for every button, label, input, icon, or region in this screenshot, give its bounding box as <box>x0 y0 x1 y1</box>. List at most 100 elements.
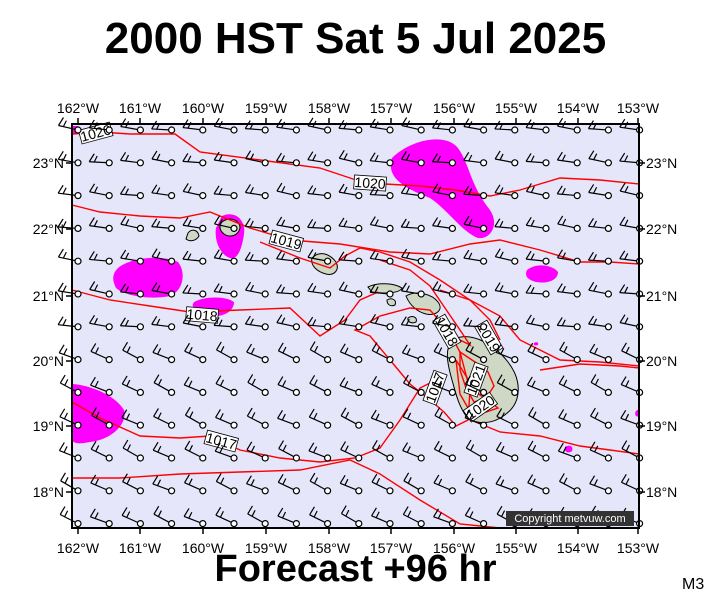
isobar-1019-loop <box>353 307 471 427</box>
wind-barb <box>402 442 425 462</box>
wind-barb <box>556 185 581 200</box>
wind-barb <box>463 317 488 331</box>
wind-barb <box>89 281 113 298</box>
isobar-1018-east <box>539 363 640 371</box>
wind-barb <box>494 184 519 200</box>
wind-barb <box>464 409 488 429</box>
wind-barb <box>277 342 300 364</box>
wind-barb <box>184 440 207 462</box>
wind-barb <box>402 408 425 429</box>
rain-area-small-4 <box>533 342 539 346</box>
wind-barb <box>400 282 425 298</box>
wind-barb <box>338 217 363 232</box>
wind-barb <box>556 283 581 298</box>
wind-barb <box>559 341 581 364</box>
wind-barb <box>184 342 207 364</box>
wind-barb <box>465 341 488 364</box>
wind-barb <box>463 118 488 134</box>
wind-barb <box>494 316 519 331</box>
wind-barb <box>370 313 394 331</box>
wind-barb <box>465 473 488 495</box>
wind-barb <box>151 150 176 167</box>
isobar-label-text: 1019 <box>269 229 303 253</box>
lat-label: 19°N <box>33 418 64 434</box>
wind-barb <box>494 248 519 265</box>
wind-barb <box>589 343 613 364</box>
wind-barb <box>496 408 519 429</box>
wind-barb <box>432 217 456 232</box>
wind-barb <box>278 440 300 462</box>
wind-barb <box>121 375 144 396</box>
wind-barb <box>121 507 144 528</box>
wind-barb <box>151 218 176 232</box>
lon-labels-top: 162°W 161°W 160°W 159°W 158°W 157°W 156°… <box>57 100 660 116</box>
isobar-1018-ring <box>379 259 473 347</box>
wind-barb <box>340 407 363 429</box>
lat-label: 19°N <box>646 418 677 434</box>
wind-barb <box>307 185 332 200</box>
isobar-label: 1020 <box>353 174 387 192</box>
wind-barb <box>433 343 456 364</box>
isobar-label-text: 1017 <box>204 429 238 453</box>
wind-barb <box>277 410 300 429</box>
wind-barb <box>215 375 238 396</box>
wind-barb <box>215 409 238 429</box>
wind-barb <box>369 186 394 200</box>
wind-barb <box>340 505 363 528</box>
lat-label: 22°N <box>646 221 677 237</box>
wind-barb <box>122 439 144 462</box>
wind-barb <box>556 317 581 331</box>
wind-barb <box>275 284 300 298</box>
wind-barb <box>463 283 488 298</box>
wind-barb <box>215 506 238 528</box>
lat-label: 20°N <box>646 353 677 369</box>
copyright-box: Copyright metvuw.com <box>506 511 634 526</box>
lon-label: 161°W <box>119 100 162 116</box>
wind-barb <box>527 342 550 364</box>
isobar-1020-lower <box>465 417 640 455</box>
wind-barb <box>153 505 176 528</box>
wind-barb <box>463 249 488 265</box>
lon-label: 162°W <box>57 100 100 116</box>
wind-barb <box>590 374 613 396</box>
wind-barb <box>307 282 332 298</box>
wind-barb <box>463 185 488 200</box>
wind-barb <box>151 184 176 200</box>
rain-area-west <box>113 257 183 298</box>
isobar-1020-mid <box>71 204 640 265</box>
wind-barb <box>525 216 550 232</box>
wind-barb <box>59 408 82 429</box>
wind-barb <box>245 150 269 167</box>
wind-barb <box>152 344 176 364</box>
model-label: M3 <box>682 576 705 593</box>
wind-barb <box>338 281 363 298</box>
wind-barb <box>309 375 332 396</box>
wind-barb <box>401 117 425 134</box>
wind-barb <box>183 376 207 396</box>
rain-area-small-1 <box>564 445 573 453</box>
lat-label: 23°N <box>646 155 677 171</box>
wind-barb <box>464 375 488 396</box>
isobar-label: 1018 <box>185 306 220 324</box>
wind-barb <box>557 215 581 232</box>
wind-barb <box>182 250 207 265</box>
wind-barb <box>588 281 613 298</box>
lat-label: 23°N <box>33 155 64 171</box>
lat-labels-left: 23°N 22°N 21°N 20°N 19°N 18°N <box>33 155 64 500</box>
wind-barb <box>431 153 456 167</box>
wind-barb <box>276 216 300 232</box>
wind-barb <box>183 508 207 528</box>
wind-barb <box>88 119 113 134</box>
wind-barb <box>588 217 613 232</box>
wind-barb <box>556 249 581 265</box>
wind-barb <box>307 316 332 331</box>
wind-barb <box>184 474 207 495</box>
wind-barb <box>496 374 519 396</box>
wind-barb <box>119 185 144 200</box>
wind-barb <box>89 183 113 200</box>
lon-label: 155°W <box>495 540 538 556</box>
lon-label: 162°W <box>57 540 100 556</box>
wind-barb <box>432 281 456 298</box>
wind-barb <box>308 408 332 429</box>
wind-barb <box>433 474 456 495</box>
